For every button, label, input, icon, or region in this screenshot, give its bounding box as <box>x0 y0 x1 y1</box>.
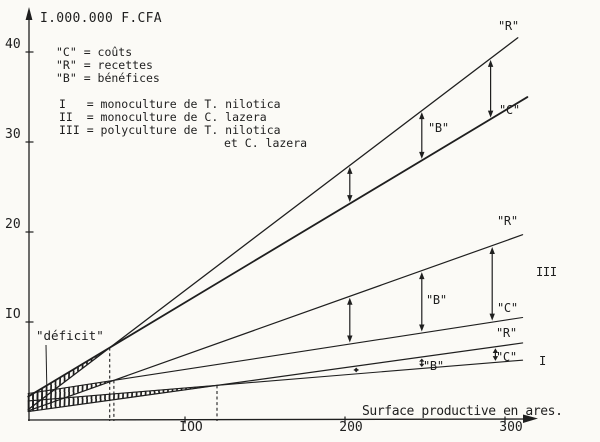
label-b-group-iii: "B" <box>426 293 447 307</box>
label-c-group-iii: "C" <box>497 301 518 315</box>
numeral-group-i: I <box>539 354 546 368</box>
label-r-group-ii: "R" <box>498 19 519 33</box>
y-tick-label: 30 <box>5 127 21 142</box>
y-tick-label: IO <box>5 307 21 322</box>
label-b-group-ii: "B" <box>428 121 449 135</box>
label-r-group-i: "R" <box>496 326 517 340</box>
label-b-group-i: "B" <box>423 359 444 373</box>
legend-symbol-line: "R" = recettes <box>56 57 153 72</box>
y-tick-label: 20 <box>5 217 21 232</box>
label-c-group-ii: "C" <box>499 103 520 117</box>
deficit-label: "déficit" <box>36 328 104 343</box>
x-tick-label: 300 <box>499 420 523 435</box>
x-axis-label: Surface productive en ares. <box>362 404 563 419</box>
y-axis-title: I.000.000 F.CFA <box>40 11 162 26</box>
y-tick-label: 40 <box>5 37 21 52</box>
legend-culture-line: et C. lazera <box>224 135 308 150</box>
numeral-group-iii: III <box>536 265 557 279</box>
label-r-group-iii: "R" <box>497 214 518 228</box>
x-tick-label: IOO <box>179 420 203 435</box>
legend-culture-line: II = monoculture de C. lazera <box>59 109 267 124</box>
legend-culture-line: I = monoculture de T. nilotica <box>59 97 281 111</box>
legend-culture-line: III = polyculture de T. nilotica <box>59 122 281 137</box>
legend-symbol-line: "C" = coûts <box>56 45 133 59</box>
legend-symbols: "C" = coûts "R" = recettes "B" = bénéfices <box>56 46 160 85</box>
legend-symbol-line: "B" = bénéfices <box>56 70 160 85</box>
legend-cultures: I = monoculture de T. nilotica II = monoc… <box>59 98 307 150</box>
x-tick-label: 200 <box>339 420 363 435</box>
label-c-group-i: "C" <box>496 350 517 364</box>
